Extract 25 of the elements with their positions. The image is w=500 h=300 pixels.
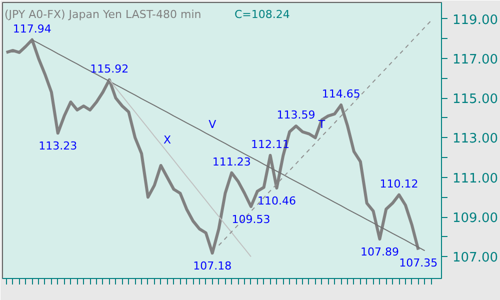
text: C=108.24 bbox=[234, 8, 290, 21]
annotation: 117.94 bbox=[12, 22, 52, 36]
text: (JPY A0-FX) Japan Yen LAST-480 min bbox=[4, 8, 202, 21]
y-tick-label: 119.00 bbox=[452, 12, 498, 28]
annotation: 112.11 bbox=[251, 138, 290, 151]
annotation: 113.59 bbox=[276, 108, 316, 122]
annotation: 109.53 bbox=[232, 213, 270, 226]
y-tick-label: 109.00 bbox=[452, 211, 498, 226]
annotation: 111.23 bbox=[212, 155, 251, 168]
y-tick-label: 107.00 bbox=[452, 250, 498, 266]
y-tick-label: 117.00 bbox=[452, 52, 498, 68]
annotation: 113.23 bbox=[38, 140, 78, 153]
annotation: X bbox=[164, 134, 172, 147]
y-tick-label: 113.00 bbox=[452, 132, 498, 147]
annotation: T bbox=[317, 118, 326, 131]
annotation: V bbox=[208, 118, 217, 132]
annotation: 110.46 bbox=[257, 194, 296, 208]
annotation: 107.35 bbox=[399, 256, 438, 270]
y-tick-label: 111.00 bbox=[452, 171, 498, 186]
y-tick-label: 115.00 bbox=[452, 92, 498, 108]
annotation: 114.65 bbox=[322, 88, 360, 101]
annotation: 107.89 bbox=[360, 246, 399, 259]
annotation: 115.92 bbox=[90, 62, 129, 76]
annotation: 107.18 bbox=[193, 260, 232, 273]
annotation: 110.12 bbox=[380, 177, 418, 190]
